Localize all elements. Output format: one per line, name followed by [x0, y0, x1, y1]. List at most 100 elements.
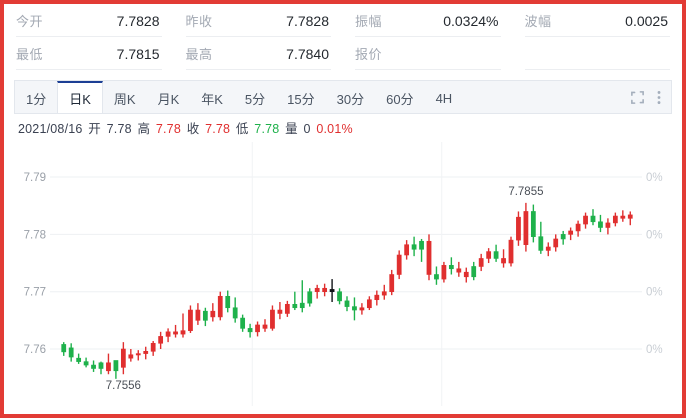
tab-30min[interactable]: 30分 [326, 81, 375, 113]
quote-cell-high: 最高 7.7840 [174, 37, 344, 70]
candlestick [523, 202, 529, 252]
candlestick [441, 261, 447, 283]
candlestick [344, 296, 350, 312]
period-high-annotation: 7.7855 [508, 186, 543, 198]
ohlc-change-pct: 0.01% [316, 122, 353, 136]
tab-monthly[interactable]: 月K [147, 81, 191, 113]
candlestick [322, 283, 328, 297]
candlestick [329, 279, 335, 303]
candlestick [471, 261, 477, 281]
candlestick [530, 204, 536, 243]
candlestick [314, 284, 320, 299]
ohlc-low-label: 低 [235, 122, 249, 136]
ohlc-low-value: 7.78 [254, 122, 280, 136]
tab-monthly-label: 月K [157, 91, 180, 107]
timeframe-tabbar: 1分 日K 周K 月K 年K 5分 15分 30分 60分 4H [14, 80, 672, 114]
tab-4h[interactable]: 4H [425, 81, 464, 113]
y-axis-tick-label: 7.76 [24, 344, 46, 356]
candlestick-chart[interactable]: 7.79 0% 7.78 0% 7.77 0% 7.76 0% 7.7855 7.7556 [8, 142, 686, 418]
candlestick [508, 236, 514, 267]
candlestick [128, 349, 134, 362]
candlestick-chart-svg[interactable]: 7.79 0% 7.78 0% 7.77 0% 7.76 0% 7.7855 7.7556 [8, 142, 686, 418]
quote-cell-range: 波幅 0.0025 [513, 4, 683, 37]
candlestick [284, 300, 290, 317]
ohlc-high-label: 高 [137, 122, 151, 136]
candlestick [583, 212, 588, 229]
tabbar-icon-group [630, 81, 671, 113]
quote-header: 今开 7.7828 昨收 7.7828 振幅 0.0324% 波幅 0.0025… [4, 4, 682, 70]
candlestick [143, 346, 149, 360]
tab-5min[interactable]: 5分 [234, 81, 276, 113]
more-vertical-icon[interactable] [657, 90, 661, 105]
ohlc-volume-label: 量 [285, 122, 298, 136]
tab-15min[interactable]: 15分 [276, 81, 325, 113]
candlestick [404, 240, 410, 260]
candlestick [106, 353, 111, 375]
period-low-annotation: 7.7556 [106, 380, 141, 392]
candlestick [240, 314, 246, 332]
candlestick [501, 249, 506, 268]
candlestick [598, 214, 603, 233]
candlestick [620, 210, 626, 222]
candlestick [612, 212, 618, 227]
candlestick [68, 343, 74, 362]
quote-cell-empty [513, 37, 683, 70]
candlestick [560, 230, 566, 245]
tab-60min[interactable]: 60分 [375, 81, 424, 113]
quote-label-bid: 报价 [355, 47, 383, 62]
candlestick [173, 324, 178, 338]
tab-daily[interactable]: 日K [57, 81, 103, 113]
quote-row-2: 最低 7.7815 最高 7.7840 报价 [4, 37, 682, 70]
candlestick [210, 303, 216, 322]
candlestick [448, 257, 454, 275]
quote-row-1: 今开 7.7828 昨收 7.7828 振幅 0.0324% 波幅 0.0025 [4, 4, 682, 37]
tab-4h-label: 4H [435, 90, 453, 106]
tab-1min[interactable]: 1分 [15, 81, 57, 113]
right-axis-tick-label: 0% [646, 344, 663, 356]
candlestick [262, 319, 268, 332]
tab-1min-label: 1分 [26, 91, 47, 107]
ohlc-date: 2021/08/16 [18, 122, 83, 136]
fullscreen-icon[interactable] [630, 90, 645, 105]
quote-value-low: 7.7815 [116, 45, 160, 62]
ohlc-open-label: 开 [88, 122, 101, 136]
candlestick [299, 280, 305, 313]
candlestick [627, 211, 633, 226]
candlestick [352, 297, 357, 321]
candlestick [516, 211, 521, 246]
quote-value-prev-close: 7.7828 [286, 12, 329, 29]
candlestick [434, 266, 439, 285]
tab-weekly[interactable]: 周K [103, 81, 147, 113]
candlestick [478, 253, 484, 272]
y-axis-tick-label: 7.79 [24, 172, 46, 184]
ohlc-high-value: 7.78 [155, 122, 181, 136]
quote-label-high: 最高 [185, 47, 213, 62]
tab-15min-label: 15分 [287, 91, 315, 107]
candlestick [188, 305, 193, 333]
quote-label-open: 今开 [16, 14, 44, 29]
ohlc-volume-value: 0 [303, 122, 311, 136]
candlestick [270, 305, 275, 331]
candlestick [463, 267, 469, 283]
candlestick [389, 269, 395, 296]
quote-cell-open: 今开 7.7828 [4, 4, 174, 37]
right-axis-tick-label: 0% [646, 229, 663, 241]
right-axis-tick-label: 0% [646, 172, 663, 184]
tab-yearly[interactable]: 年K [190, 81, 234, 113]
candlestick [396, 250, 402, 280]
candlestick [366, 296, 372, 311]
tab-5min-label: 5分 [244, 91, 266, 107]
candlestick [545, 242, 551, 257]
quote-value-open: 7.7828 [116, 12, 160, 29]
candlestick [120, 342, 126, 375]
ohlc-open-value: 7.78 [106, 122, 132, 136]
tab-weekly-label: 周K [113, 91, 136, 107]
candlestick [426, 234, 432, 281]
ohlc-readout: 2021/08/16 开 7.78 高 7.78 收 7.78 低 7.78 量… [18, 118, 355, 137]
ohlc-close-value: 7.78 [205, 122, 231, 136]
candlestick [359, 303, 365, 315]
candlestick [255, 321, 260, 337]
candlestick [83, 357, 89, 368]
candlestick [456, 261, 462, 277]
